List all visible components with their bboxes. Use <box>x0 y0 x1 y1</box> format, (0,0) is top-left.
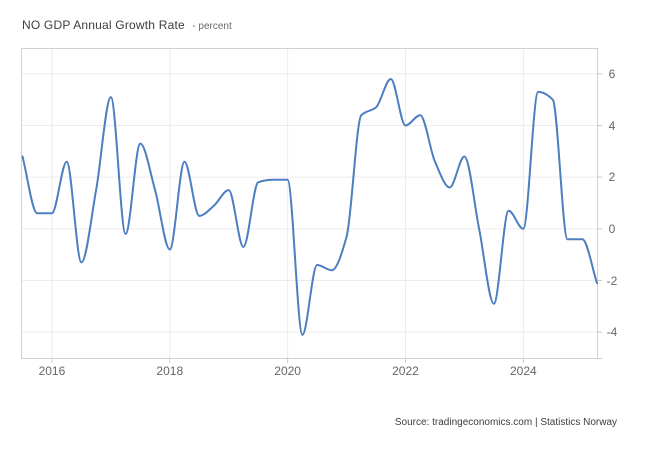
plot-border <box>21 48 598 359</box>
x-axis-label: 2024 <box>509 364 537 378</box>
chart-title: NO GDP Annual Growth Rate <box>22 18 185 32</box>
x-axis-label: 2018 <box>156 364 184 378</box>
y-axis-label: 6 <box>608 66 616 81</box>
chart-title-row: NO GDP Annual Growth Rate - percent <box>22 16 232 34</box>
y-axis-label: -2 <box>606 273 618 288</box>
source-attribution: Source: tradingeconomics.com | Statistic… <box>394 417 617 428</box>
gdp-growth-line <box>21 78 598 336</box>
y-axis-label: -4 <box>606 325 618 340</box>
x-axis-label: 2022 <box>392 364 419 378</box>
y-axis-label: 4 <box>608 118 616 133</box>
y-axis-label: 0 <box>608 221 616 236</box>
x-axis-label: 2020 <box>274 364 301 378</box>
y-axis-label: 2 <box>608 170 616 185</box>
x-axis-label: 2016 <box>38 364 66 378</box>
chart-subtitle: - percent <box>192 21 232 32</box>
